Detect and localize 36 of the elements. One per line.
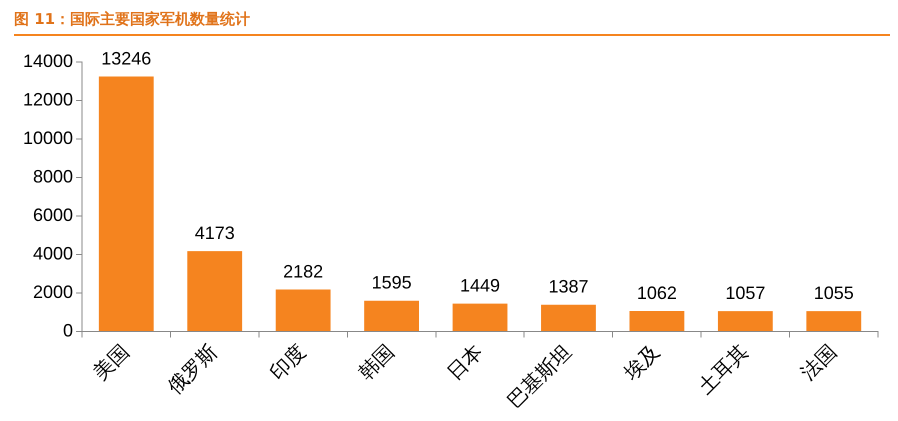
y-tick-label: 4000 <box>33 243 74 264</box>
bar <box>629 311 684 331</box>
x-tick-label: 法国 <box>796 339 841 384</box>
data-label: 2182 <box>283 261 324 282</box>
y-tick-label: 12000 <box>22 89 74 110</box>
x-tick-label: 美国 <box>88 339 134 384</box>
x-tick-label: 土耳其 <box>693 339 753 399</box>
bar <box>806 311 862 331</box>
bar <box>452 304 508 331</box>
data-label: 4173 <box>194 223 235 244</box>
x-tick-label: 韩国 <box>354 339 399 384</box>
data-label: 1449 <box>460 276 500 296</box>
data-label: 1062 <box>636 282 677 303</box>
y-tick-label: 6000 <box>33 204 74 225</box>
x-tick-label: 俄罗斯 <box>162 339 222 399</box>
data-label: 1387 <box>548 276 588 297</box>
y-tick-label: 14000 <box>22 50 74 71</box>
data-label: 13246 <box>101 48 152 68</box>
bar <box>541 304 596 331</box>
y-tick-label: 0 <box>63 320 74 340</box>
bar <box>98 76 154 331</box>
y-tick-label: 10000 <box>22 128 74 148</box>
bar <box>276 289 331 331</box>
data-label: 1055 <box>814 283 854 304</box>
bar <box>364 300 420 331</box>
x-tick-label: 日本 <box>442 339 488 384</box>
x-tick-label: 埃及 <box>618 339 664 386</box>
x-tick-label: 巴基斯坦 <box>502 339 576 413</box>
data-label: 1595 <box>372 272 412 293</box>
y-tick-label: 8000 <box>33 166 74 186</box>
chart-title: 图 11：国际主要国家军机数量统计 <box>14 6 890 36</box>
bar <box>187 251 242 331</box>
x-tick-label: 印度 <box>265 339 310 384</box>
bar <box>718 311 773 331</box>
y-tick-label: 2000 <box>33 282 74 302</box>
data-label: 1057 <box>725 283 766 304</box>
